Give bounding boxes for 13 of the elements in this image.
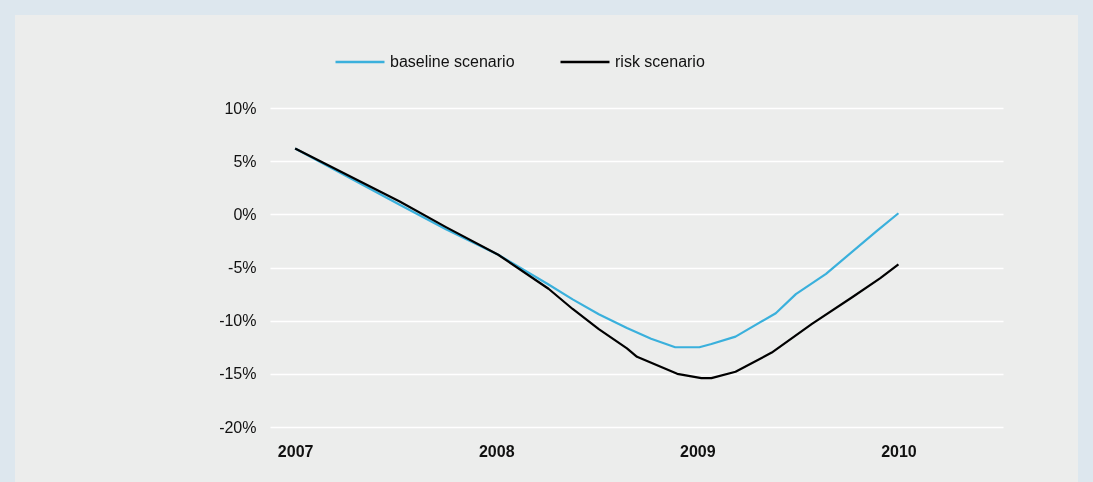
legend-label: baseline scenario <box>390 53 515 70</box>
x-tick-label: 2010 <box>881 442 917 460</box>
x-tick-label: 2008 <box>478 442 515 460</box>
y-tick-label: -10% <box>219 312 257 330</box>
x-tick-label: 2009 <box>680 442 716 460</box>
x-tick-label: 2007 <box>277 442 314 460</box>
y-tick-label: 10% <box>224 99 257 117</box>
y-tick-label: -5% <box>228 259 257 276</box>
y-tick-label: 5% <box>233 152 257 170</box>
y-tick-label: -15% <box>219 365 257 383</box>
y-tick-label: 0% <box>233 205 257 223</box>
y-tick-label: -20% <box>219 418 257 436</box>
legend-label: risk scenario <box>615 53 705 70</box>
